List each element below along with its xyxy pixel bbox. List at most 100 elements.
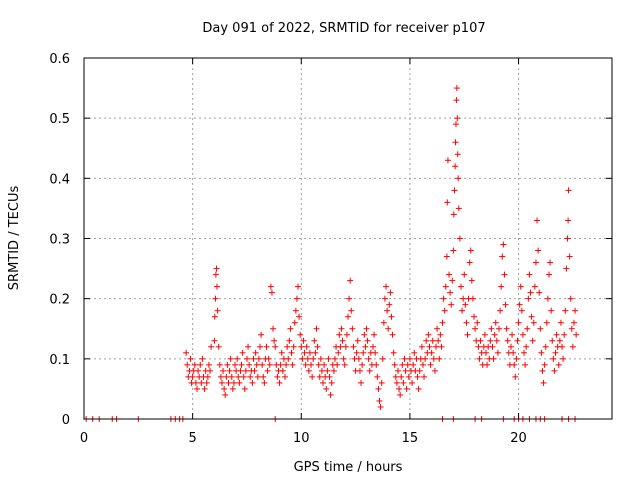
- data-point: [471, 313, 478, 320]
- data-point: [451, 187, 458, 194]
- data-point: [353, 349, 360, 356]
- data-point: [298, 343, 305, 350]
- data-point: [452, 163, 459, 170]
- data-point: [463, 319, 470, 326]
- data-point: [222, 391, 229, 398]
- data-point: [277, 361, 284, 368]
- data-point: [496, 325, 503, 332]
- data-point: [551, 367, 558, 374]
- y-tick-labels: 0 0.1 0.2 0.3 0.4 0.5 0.6: [49, 52, 70, 428]
- data-point: [427, 361, 434, 368]
- data-point: [517, 283, 524, 290]
- data-point: [532, 259, 539, 266]
- data-point: [328, 379, 335, 386]
- data-point: [237, 367, 244, 374]
- data-point: [550, 355, 557, 362]
- data-point: [390, 349, 397, 356]
- data-point: [213, 265, 220, 272]
- data-point: [232, 361, 239, 368]
- data-point: [377, 403, 384, 410]
- data-point: [568, 325, 575, 332]
- data-point: [224, 361, 231, 368]
- data-point: [228, 373, 235, 380]
- data-point: [464, 331, 471, 338]
- data-point: [316, 373, 323, 380]
- data-point: [197, 361, 204, 368]
- data-point: [211, 337, 218, 344]
- data-point: [542, 343, 549, 350]
- data-point: [327, 391, 334, 398]
- data-point: [254, 373, 261, 380]
- data-point: [266, 361, 273, 368]
- data-point: [430, 355, 437, 362]
- data-point: [392, 373, 399, 380]
- data-point: [284, 343, 291, 350]
- data-point: [354, 337, 361, 344]
- data-point: [223, 373, 230, 380]
- data-point: [213, 283, 220, 290]
- data-point: [502, 301, 509, 308]
- data-point: [512, 373, 519, 380]
- data-point: [325, 355, 332, 362]
- data-point: [309, 373, 316, 380]
- data-point: [565, 187, 572, 194]
- data-point: [283, 361, 290, 368]
- data-point: [249, 379, 256, 386]
- data-point: [573, 331, 580, 338]
- data-point: [317, 355, 324, 362]
- data-point: [511, 361, 518, 368]
- data-point: [450, 247, 457, 254]
- data-point: [449, 277, 456, 284]
- data-point: [563, 265, 570, 272]
- data-point: [216, 361, 223, 368]
- data-point: [267, 283, 274, 290]
- data-point: [265, 355, 272, 362]
- data-point: [442, 283, 449, 290]
- data-point: [274, 373, 281, 380]
- data-point: [529, 337, 536, 344]
- data-point: [556, 337, 563, 344]
- data-point: [489, 343, 496, 350]
- data-point: [299, 355, 306, 362]
- data-point: [490, 355, 497, 362]
- data-point: [499, 253, 506, 260]
- axis-ticks: [83, 57, 612, 420]
- data-point: [229, 385, 236, 392]
- data-point: [537, 325, 544, 332]
- data-point: [457, 283, 464, 290]
- data-point: [518, 307, 525, 314]
- data-point: [340, 355, 347, 362]
- data-point: [541, 361, 548, 368]
- data-point: [447, 289, 454, 296]
- data-point: [358, 379, 365, 386]
- data-point: [507, 343, 514, 350]
- data-point: [270, 325, 277, 332]
- data-point: [286, 337, 293, 344]
- data-point: [255, 355, 262, 362]
- data-point: [288, 349, 295, 356]
- data-point: [452, 139, 459, 146]
- data-point: [547, 259, 554, 266]
- data-point: [363, 325, 370, 332]
- data-point: [426, 343, 433, 350]
- data-point: [264, 367, 271, 374]
- data-point: [387, 289, 394, 296]
- data-point: [452, 121, 459, 128]
- data-point: [481, 331, 488, 338]
- data-point: [401, 355, 408, 362]
- data-point: [241, 385, 248, 392]
- data-point: [279, 367, 286, 374]
- data-point: [225, 379, 232, 386]
- data-point: [245, 343, 252, 350]
- data-point: [391, 361, 398, 368]
- data-point: [443, 253, 450, 260]
- data-point: [454, 115, 461, 122]
- data-point: [183, 349, 190, 356]
- chart-title: Day 091 of 2022, SRMTID for receiver p10…: [202, 21, 485, 36]
- data-point: [474, 319, 481, 326]
- data-point: [240, 373, 247, 380]
- data-point: [437, 331, 444, 338]
- data-point: [461, 271, 468, 278]
- data-point: [410, 361, 417, 368]
- data-point: [205, 361, 212, 368]
